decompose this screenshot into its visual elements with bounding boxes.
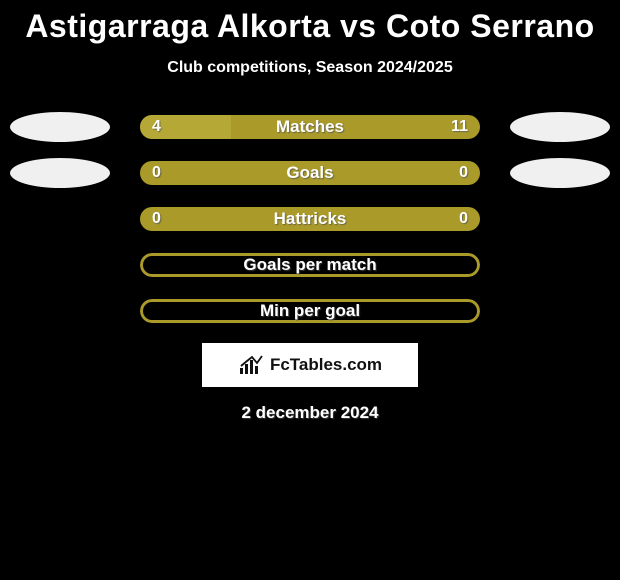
stat-label: Min per goal (260, 301, 360, 321)
stat-row: Min per goal (0, 299, 620, 323)
player-pill-left (10, 112, 110, 142)
stat-value-left: 0 (152, 164, 161, 182)
comparison-title: Astigarraga Alkorta vs Coto Serrano (0, 0, 620, 45)
stat-value-left: 0 (152, 210, 161, 228)
comparison-subtitle: Club competitions, Season 2024/2025 (0, 59, 620, 77)
brand-text: FcTables.com (270, 355, 382, 375)
player-pill-right (510, 158, 610, 188)
stat-label: Hattricks (274, 209, 347, 229)
stat-bar: 4 11 Matches (140, 115, 480, 139)
stat-bar: Goals per match (140, 253, 480, 277)
player-pill-right (510, 112, 610, 142)
stat-label: Goals (286, 163, 333, 183)
stat-value-right: 0 (459, 164, 468, 182)
stat-row: 0 0 Hattricks (0, 207, 620, 231)
brand-box: FcTables.com (202, 343, 418, 387)
stat-row: Goals per match (0, 253, 620, 277)
stat-row: 4 11 Matches (0, 115, 620, 139)
stat-bar: Min per goal (140, 299, 480, 323)
player-pill-left (10, 158, 110, 188)
stat-row: 0 0 Goals (0, 161, 620, 185)
stat-value-left: 4 (152, 118, 161, 136)
stat-value-right: 11 (451, 118, 468, 136)
stat-label: Goals per match (243, 255, 376, 275)
stat-value-right: 0 (459, 210, 468, 228)
snapshot-date: 2 december 2024 (0, 403, 620, 423)
stat-bar: 0 0 Goals (140, 161, 480, 185)
stat-bar: 0 0 Hattricks (140, 207, 480, 231)
stats-container: 4 11 Matches 0 0 Goals 0 0 Hattricks Goals per ma… (0, 115, 620, 323)
brand-chart-icon (238, 354, 264, 376)
stat-label: Matches (276, 117, 344, 137)
